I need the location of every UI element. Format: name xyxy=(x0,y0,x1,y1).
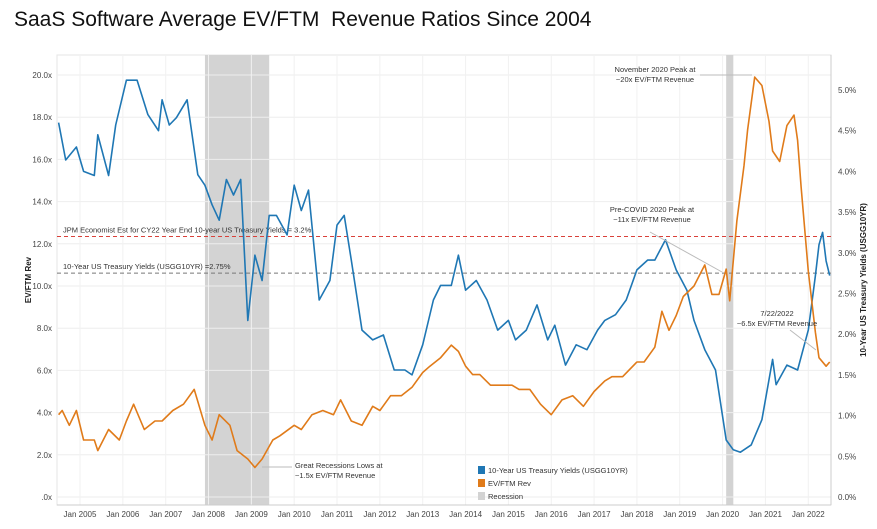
x-tick-label: Jan 2007 xyxy=(149,510,182,519)
recession-band xyxy=(726,55,734,505)
x-tick-label: Jan 2015 xyxy=(492,510,525,519)
chart-title: SaaS Software Average EV/FTM Revenue Rat… xyxy=(14,8,592,31)
left-tick-label: 18.0x xyxy=(32,113,52,122)
x-tick-label: Jan 2019 xyxy=(663,510,696,519)
x-tick-label: Jan 2010 xyxy=(278,510,311,519)
left-tick-label: 14.0x xyxy=(32,198,52,207)
treasury-yield-line xyxy=(57,79,831,454)
left-tick-label: 6.0x xyxy=(37,366,52,375)
x-tick-label: Jan 2014 xyxy=(449,510,482,519)
left-tick-label: 10.0x xyxy=(32,282,52,291)
right-tick-label: 2.5% xyxy=(838,290,856,299)
reference-line-label: 10-Year US Treasury Yields (USGG10YR) =2… xyxy=(63,262,231,271)
x-tick-label: Jan 2017 xyxy=(578,510,611,519)
legend-label: Recession xyxy=(488,492,523,501)
right-tick-label: 3.0% xyxy=(838,249,856,258)
legend-swatch xyxy=(478,479,485,487)
right-tick-label: 4.5% xyxy=(838,127,856,136)
x-tick-label: Jan 2008 xyxy=(192,510,225,519)
x-tick-label: Jan 2012 xyxy=(363,510,396,519)
recession-band xyxy=(204,55,270,505)
annotation-text: ~6.5x EV/FTM Revenue xyxy=(737,319,817,328)
annotation-text: Great Recessions Lows at xyxy=(295,461,383,470)
left-tick-label: 2.0x xyxy=(37,451,52,460)
left-axis-title: EV/FTM Rev xyxy=(24,256,33,303)
right-tick-label: 2.0% xyxy=(838,330,856,339)
left-tick-label: 8.0x xyxy=(37,324,52,333)
right-tick-label: 3.5% xyxy=(838,208,856,217)
right-tick-label: 1.0% xyxy=(838,412,856,421)
annotation-text: Pre-COVID 2020 Peak at xyxy=(610,205,695,214)
left-tick-label: 16.0x xyxy=(32,155,52,164)
annotation-leader xyxy=(789,329,817,351)
left-tick-label: 20.0x xyxy=(32,71,52,80)
legend-label: EV/FTM Rev xyxy=(488,479,531,488)
x-tick-label: Jan 2005 xyxy=(64,510,97,519)
annotation-text: ~20x EV/FTM Revenue xyxy=(616,75,694,84)
left-tick-label: .0x xyxy=(41,493,52,502)
left-tick-label: 12.0x xyxy=(32,240,52,249)
right-tick-label: 5.0% xyxy=(838,86,856,95)
annotation-text: November 2020 Peak at xyxy=(615,65,697,74)
x-tick-label: Jan 2022 xyxy=(792,510,825,519)
right-tick-label: 1.5% xyxy=(838,371,856,380)
legend-label: 10-Year US Treasury Yields (USGG10YR) xyxy=(488,466,628,475)
reference-line-label: JPM Economist Est for CY22 Year End 10-y… xyxy=(63,226,312,235)
annotation-text: ~11x EV/FTM Revenue xyxy=(613,215,691,224)
x-tick-label: Jan 2011 xyxy=(321,510,354,519)
x-tick-label: Jan 2018 xyxy=(620,510,653,519)
x-tick-label: Jan 2021 xyxy=(749,510,782,519)
x-tick-label: Jan 2020 xyxy=(706,510,739,519)
x-tick-label: Jan 2009 xyxy=(235,510,268,519)
x-tick-label: Jan 2006 xyxy=(106,510,139,519)
ev-ftm-line xyxy=(57,76,831,469)
x-tick-label: Jan 2013 xyxy=(406,510,439,519)
right-axis-title: 10-Year US Treasury Yields (USGG10YR) xyxy=(859,203,868,357)
right-tick-label: 4.0% xyxy=(838,167,856,176)
left-tick-label: 4.0x xyxy=(37,409,52,418)
annotation-text: 7/22/2022 xyxy=(760,309,793,318)
legend-swatch xyxy=(478,466,485,474)
plot-area xyxy=(56,54,832,506)
legend-swatch xyxy=(478,492,485,500)
right-tick-label: 0.5% xyxy=(838,452,856,461)
right-tick-label: 0.0% xyxy=(838,493,856,502)
x-tick-label: Jan 2016 xyxy=(535,510,568,519)
annotation-text: ~1.5x EV/FTM Revenue xyxy=(295,471,375,480)
annotation-leader xyxy=(649,231,723,273)
